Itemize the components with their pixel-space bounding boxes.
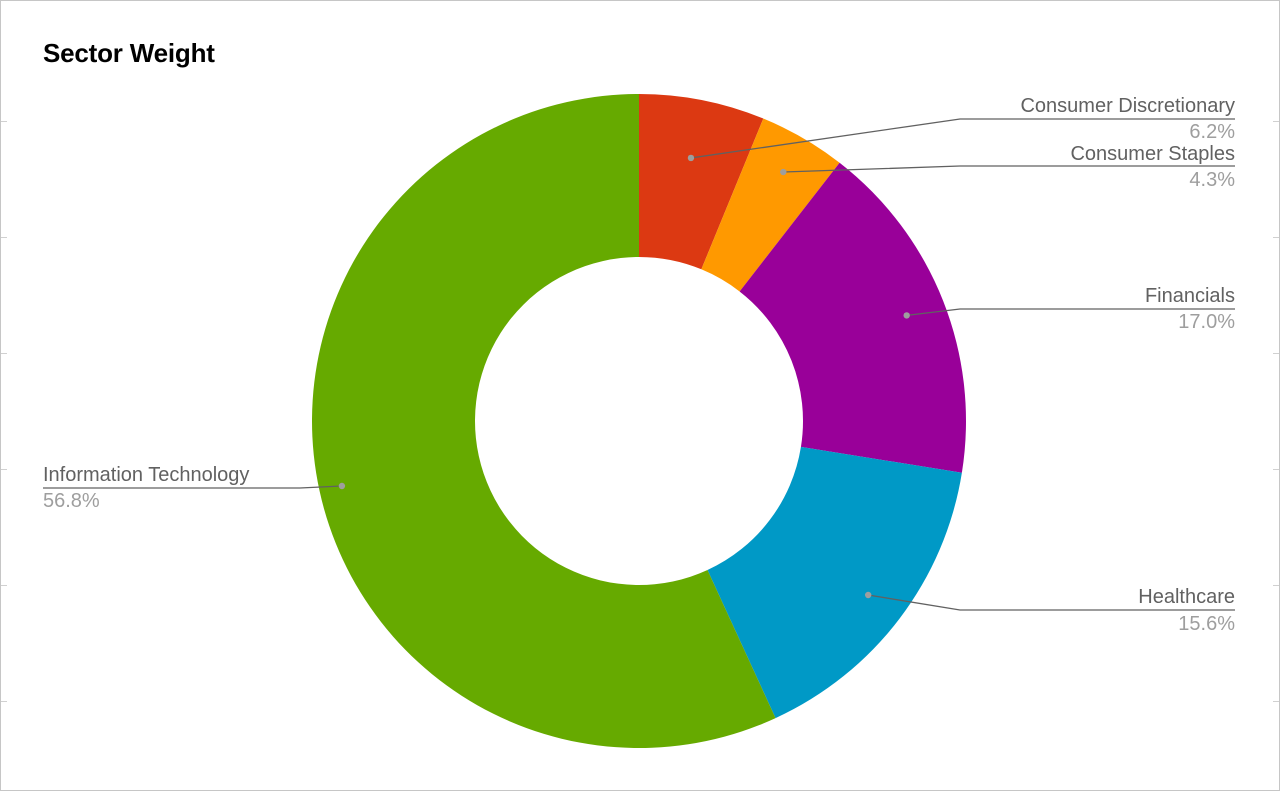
frame-tick-right-6 — [1273, 701, 1279, 702]
slice-value-healthcare: 15.6% — [1178, 613, 1235, 635]
frame-tick-right-5 — [1273, 585, 1279, 586]
donut-slices — [312, 94, 966, 748]
slice-healthcare[interactable] — [707, 446, 962, 719]
leader-dot-consumer-staples — [780, 168, 787, 176]
leader-dot-financials — [903, 312, 910, 319]
slice-consumer-staples[interactable] — [701, 118, 840, 292]
frame-tick-right-3 — [1273, 353, 1279, 354]
slice-label-consumer-staples: Consumer Staples — [1070, 143, 1235, 165]
frame-tick-right-2 — [1273, 237, 1279, 238]
slice-label-healthcare: Healthcare — [1138, 586, 1235, 608]
frame-tick-left-6 — [1, 701, 7, 702]
leader-lines — [43, 118, 1235, 611]
frame-tick-left-2 — [1, 237, 7, 238]
leader-dot-healthcare — [864, 591, 872, 599]
leader-dot-consumer-discretionary — [687, 154, 695, 162]
slice-value-information-technology: 56.8% — [43, 490, 100, 512]
chart-title: Sector Weight — [43, 38, 215, 68]
slice-value-consumer-staples: 4.3% — [1189, 169, 1235, 191]
frame-tick-right-1 — [1273, 121, 1279, 122]
slice-financials[interactable] — [739, 162, 966, 473]
frame-tick-left-3 — [1, 353, 7, 354]
slice-information-technology[interactable] — [312, 94, 776, 748]
slice-value-consumer-discretionary: 6.2% — [1189, 121, 1235, 143]
slice-label-financials: Financials — [1145, 285, 1235, 307]
leader-line-consumer-staples — [783, 165, 1235, 173]
leader-line-healthcare — [868, 594, 1235, 611]
leader-dot-information-technology — [338, 482, 346, 490]
frame-tick-left-4 — [1, 469, 7, 470]
slice-consumer-discretionary[interactable] — [639, 94, 764, 270]
frame-tick-right-4 — [1273, 469, 1279, 470]
frame-tick-left-1 — [1, 121, 7, 122]
frame-tick-left-5 — [1, 585, 7, 586]
leader-line-information-technology — [43, 485, 342, 489]
leader-line-consumer-discretionary — [690, 118, 1235, 159]
slice-label-information-technology: Information Technology — [43, 464, 249, 486]
slice-labels: Consumer Discretionary 6.2%Consumer Stapl… — [43, 95, 1235, 635]
slice-label-consumer-discretionary: Consumer Discretionary — [1020, 95, 1235, 117]
slice-value-financials: 17.0% — [1178, 311, 1235, 333]
leader-line-financials — [906, 308, 1235, 317]
